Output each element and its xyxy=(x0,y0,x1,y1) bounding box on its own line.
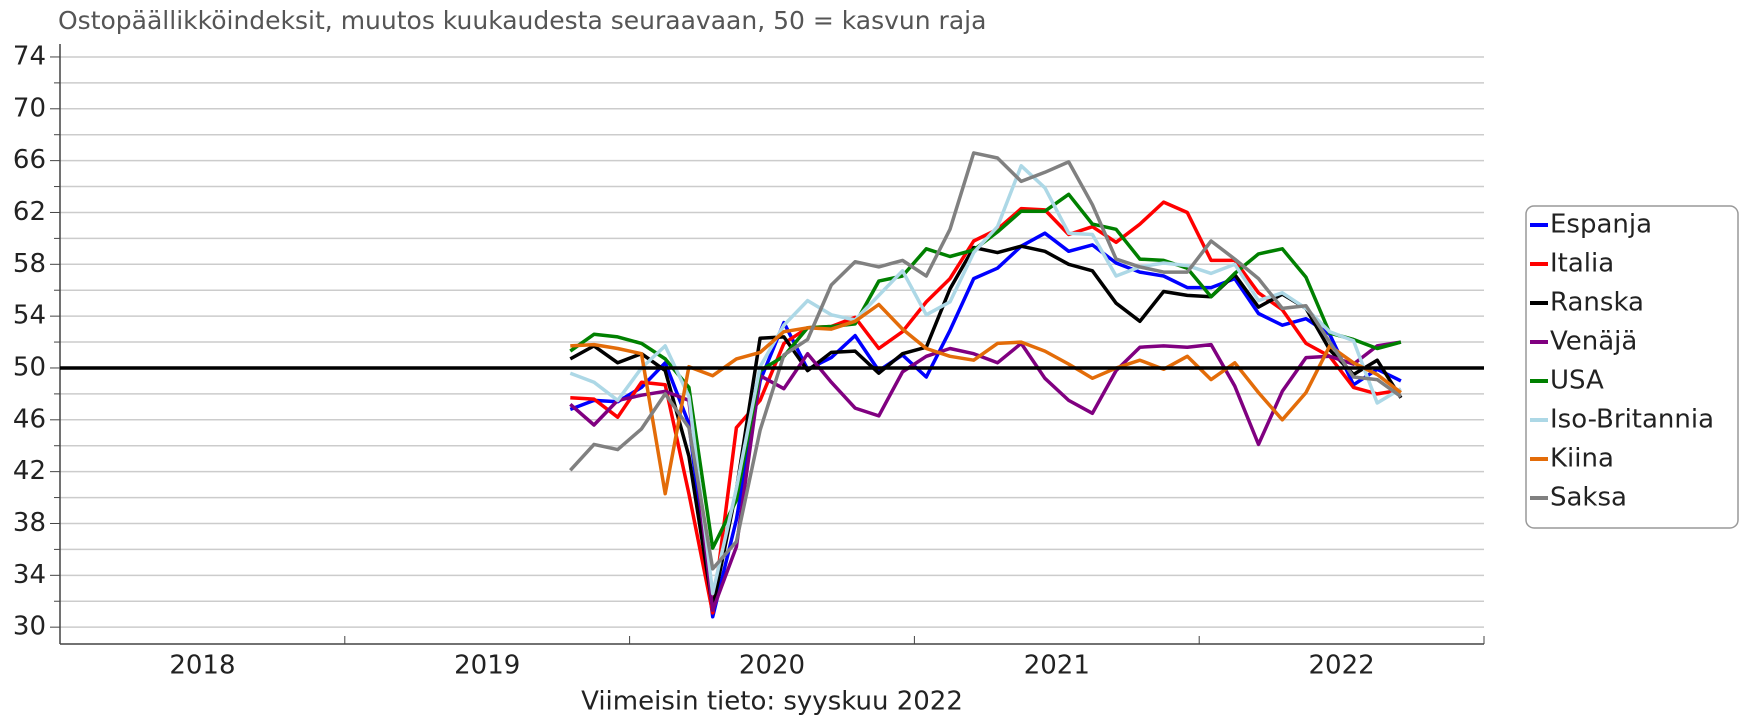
legend-box xyxy=(1525,205,1739,529)
legend-label: Venäjä xyxy=(1550,327,1637,357)
series-line xyxy=(569,340,1402,613)
y-tick-label: 66 xyxy=(13,145,46,175)
legend-label: Saksa xyxy=(1550,483,1627,513)
x-tick-label: 2021 xyxy=(1024,651,1090,681)
y-tick-label: 46 xyxy=(13,404,46,434)
y-tick-label: 42 xyxy=(13,456,46,486)
x-tick-label: 2018 xyxy=(169,651,235,681)
y-tick-label: 74 xyxy=(13,41,46,71)
x-tick-label: 2019 xyxy=(454,651,520,681)
legend-label: Ranska xyxy=(1550,288,1644,318)
series-line xyxy=(569,151,1402,571)
y-tick-label: 54 xyxy=(13,301,46,331)
series-line xyxy=(569,164,1402,596)
x-tick-label: 2022 xyxy=(1309,651,1375,681)
x-tick-label: 2020 xyxy=(739,651,805,681)
y-tick-label: 62 xyxy=(13,197,46,227)
y-tick-label: 70 xyxy=(13,93,46,123)
chart-title: Ostopäällikköindeksit, muutos kuukaudest… xyxy=(58,6,986,35)
y-tick-label: 50 xyxy=(13,352,46,382)
legend-label: Iso-Britannia xyxy=(1550,405,1714,435)
y-tick-label: 34 xyxy=(13,560,46,590)
legend-label: USA xyxy=(1550,366,1604,396)
legend-label: Espanja xyxy=(1550,210,1652,240)
legend: Espanja Italia Ranska Venäjä USA Iso-Britanni… xyxy=(1525,205,1739,529)
y-tick-label: 58 xyxy=(13,249,46,279)
series-line xyxy=(570,302,1402,496)
legend-label: Kiina xyxy=(1550,444,1614,474)
legend-label: Italia xyxy=(1550,249,1614,279)
y-tick-label: 30 xyxy=(13,612,46,642)
y-tick-label: 38 xyxy=(13,508,46,538)
x-axis-label: Viimeisin tieto: syyskuu 2022 xyxy=(581,687,963,717)
